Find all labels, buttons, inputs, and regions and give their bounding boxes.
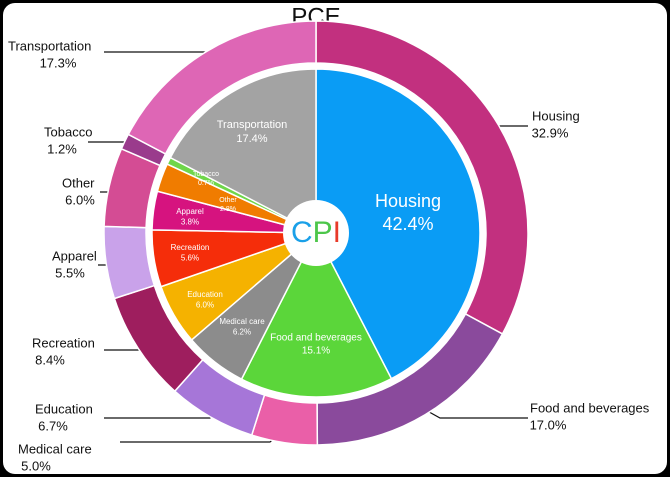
pie-slice (315, 68, 481, 380)
inner-category-label: Apparel (176, 207, 204, 216)
pie-slice (127, 20, 317, 155)
inner-value-label: 17.4% (236, 133, 267, 145)
inner-category-label: Education (187, 290, 223, 299)
outer-category-label: Tobacco (44, 124, 92, 139)
center-hole (283, 200, 349, 266)
inner-category-label: Food and beverages (270, 333, 362, 344)
inner-value-label: 0.7% (198, 180, 214, 187)
inner-value-label: 3.8% (181, 218, 199, 227)
outer-category-label: Other (62, 175, 95, 190)
outer-category-label: Education (35, 401, 93, 416)
title-letter: C (291, 216, 313, 249)
inner-category-label: Housing (375, 191, 441, 211)
outer-value-label: 5.0% (21, 458, 51, 473)
outer-value-label: 6.7% (38, 418, 68, 433)
outer-category-label: Apparel (52, 248, 97, 263)
inner-category-label: Recreation (171, 243, 210, 252)
inner-value-label: 6.2% (233, 328, 251, 337)
inner-category-label: Other (219, 197, 237, 204)
outer-category-label: Food and beverages (530, 400, 650, 415)
title-letter: I (333, 216, 341, 249)
inner-category-label: Medical care (219, 317, 265, 326)
outer-value-label: 8.4% (35, 352, 65, 367)
inner-value-label: 5.6% (181, 254, 199, 263)
pie-slice (103, 225, 156, 300)
inner-category-label: Tobacco (193, 171, 219, 178)
outer-category-label: Medical care (18, 441, 92, 456)
pie-slice (240, 231, 393, 398)
inner-value-label: 2.8% (220, 206, 236, 213)
inner-value-label: 15.1% (302, 346, 330, 357)
inner-category-label: Transportation (217, 119, 288, 131)
outer-value-label: 17.3% (40, 55, 77, 70)
inner-value-label: 42.4% (382, 214, 433, 234)
outer-value-label: 17.0% (530, 417, 567, 432)
inner-pie-title: CPI (291, 216, 341, 249)
pie-slice (169, 68, 317, 235)
outer-value-label: 6.0% (65, 192, 95, 207)
outer-category-label: Transportation (8, 38, 91, 53)
outer-category-label: Housing (532, 108, 580, 123)
title-letter: P (313, 216, 333, 249)
outer-value-label: 32.9% (532, 125, 569, 140)
inner-value-label: 6.0% (196, 301, 214, 310)
outer-category-label: Recreation (32, 335, 95, 350)
outer-value-label: 1.2% (47, 141, 77, 156)
outer-value-label: 5.5% (55, 265, 85, 280)
